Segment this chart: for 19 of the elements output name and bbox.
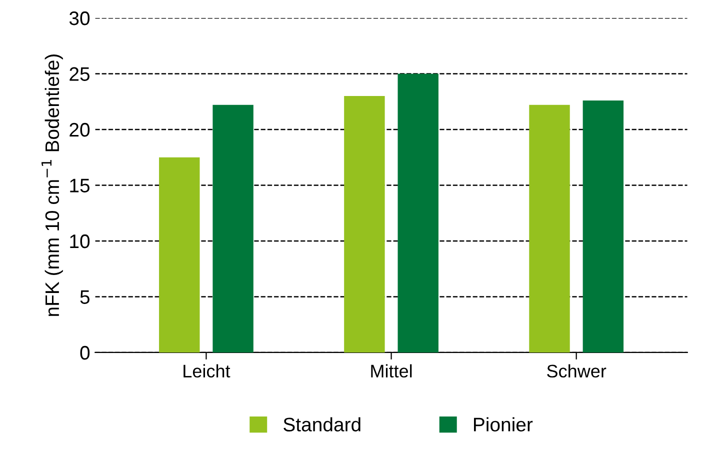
legend-label: Pionier bbox=[474, 417, 533, 432]
bar bbox=[529, 104, 570, 352]
y-tick-label: 20 bbox=[70, 122, 90, 137]
x-tick-label: Mittel bbox=[371, 364, 412, 378]
legend-label: Standard bbox=[284, 417, 360, 432]
y-tick-label: 25 bbox=[70, 67, 90, 81]
bar bbox=[344, 96, 385, 352]
y-tick-label: 30 bbox=[69, 11, 90, 26]
y-tick-label: 5 bbox=[80, 290, 90, 304]
bar bbox=[582, 100, 624, 352]
y-tick-label: 0 bbox=[80, 346, 90, 360]
x-tick-label: Leicht bbox=[184, 364, 230, 378]
y-axis-title: nFK (mm 10 cm$^{−1}$ Bodentiefe) bbox=[42, 54, 63, 316]
y-tick-label: 10 bbox=[70, 234, 90, 248]
bar bbox=[398, 74, 438, 352]
y-tick-label: 15 bbox=[70, 178, 90, 192]
bar bbox=[212, 104, 254, 352]
x-tick-label: Schwer bbox=[547, 364, 606, 378]
bar bbox=[159, 157, 200, 352]
